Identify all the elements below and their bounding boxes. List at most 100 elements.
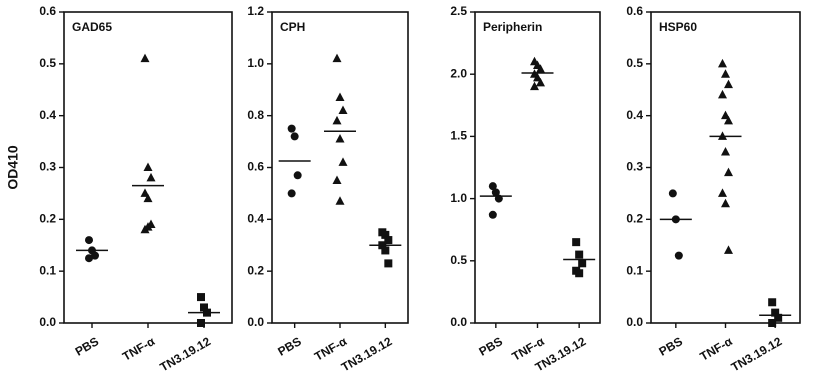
point — [721, 146, 730, 156]
point — [384, 259, 393, 268]
y-tick-label: 2.0 — [450, 66, 467, 80]
y-tick-label: 1.2 — [247, 4, 264, 18]
point — [332, 175, 342, 184]
x-tick-label: TN3.19.12 — [729, 334, 785, 374]
y-tick-label: 0.2 — [39, 212, 56, 226]
point — [335, 133, 345, 143]
point — [140, 53, 150, 63]
panel-title: HSP60 — [659, 20, 697, 34]
point — [287, 189, 296, 198]
point — [578, 259, 587, 268]
y-tick-label: 0.5 — [39, 56, 56, 70]
panel-title: Peripherin — [483, 20, 542, 34]
x-tick-label: TNF-α — [120, 334, 158, 364]
y-tick-label: 0.0 — [450, 315, 467, 329]
point — [724, 79, 733, 89]
point — [290, 132, 299, 141]
y-tick-label: 0.5 — [450, 253, 467, 267]
y-tick-label: 0.1 — [39, 263, 56, 277]
point — [768, 298, 777, 307]
point — [491, 188, 500, 197]
point — [536, 64, 545, 73]
point — [668, 189, 677, 198]
point — [721, 69, 730, 78]
x-tick-label: PBS — [73, 334, 101, 358]
y-tick-label: 0.6 — [39, 4, 56, 18]
point — [146, 172, 156, 182]
point — [533, 72, 542, 82]
plot-frame — [271, 11, 409, 324]
point — [381, 246, 390, 255]
x-tick-label: TN3.19.12 — [158, 334, 214, 374]
point — [724, 167, 733, 177]
y-tick-label: 0.8 — [247, 108, 264, 122]
x-tick-label: TNF-α — [698, 334, 736, 364]
x-tick-label: PBS — [657, 334, 685, 358]
y-tick-label: 0.5 — [626, 56, 643, 70]
y-tick-label: 1.0 — [450, 191, 467, 205]
point — [143, 193, 153, 203]
point — [768, 319, 777, 327]
point — [572, 238, 581, 247]
y-tick-label: 0.1 — [626, 263, 643, 277]
y-tick-label: 2.5 — [450, 4, 467, 18]
point — [718, 188, 727, 197]
point — [575, 269, 584, 278]
point — [721, 110, 730, 120]
point — [197, 293, 205, 302]
point — [293, 171, 302, 180]
point — [332, 115, 342, 125]
y-tick-label: 0.0 — [247, 315, 264, 329]
point — [335, 196, 345, 205]
point — [381, 230, 390, 239]
x-tick-label: PBS — [275, 334, 303, 358]
point — [575, 250, 584, 259]
y-axis-label: OD410 — [5, 145, 21, 190]
point — [338, 105, 348, 114]
y-tick-label: 0.4 — [39, 108, 56, 122]
point — [774, 313, 783, 322]
point — [724, 115, 733, 125]
y-tick-label: 0.3 — [626, 160, 643, 174]
point — [384, 236, 393, 245]
point — [143, 222, 153, 231]
y-tick-label: 0.0 — [626, 315, 643, 329]
point — [335, 92, 345, 102]
point — [718, 89, 727, 99]
point — [536, 77, 545, 87]
point — [332, 53, 342, 63]
point — [143, 162, 153, 171]
point — [721, 198, 730, 208]
y-tick-label: 0.4 — [247, 212, 264, 226]
plot-frame — [650, 11, 801, 324]
point — [85, 254, 93, 263]
point — [488, 210, 497, 219]
y-tick-label: 1.0 — [247, 56, 264, 70]
point — [718, 58, 727, 68]
y-tick-label: 1.5 — [450, 129, 467, 143]
point — [197, 319, 205, 327]
point — [338, 157, 348, 166]
y-tick-label: 0.0 — [39, 315, 56, 329]
y-tick-label: 0.2 — [626, 212, 643, 226]
point — [91, 251, 99, 260]
point — [488, 182, 497, 191]
panel-title: CPH — [280, 20, 305, 34]
x-tick-label: TN3.19.12 — [339, 334, 395, 374]
y-tick-label: 0.2 — [247, 263, 264, 277]
point — [287, 124, 296, 133]
y-tick-label: 0.4 — [626, 108, 643, 122]
point — [724, 245, 733, 254]
point — [530, 81, 539, 91]
y-tick-label: 0.6 — [626, 4, 643, 18]
point — [140, 188, 150, 197]
y-tick-label: 0.3 — [39, 160, 56, 174]
panel-title: GAD65 — [72, 20, 112, 34]
x-tick-label: PBS — [477, 334, 505, 358]
point — [200, 303, 208, 312]
y-tick-label: 0.6 — [247, 160, 264, 174]
point — [674, 251, 683, 260]
point — [85, 236, 93, 245]
